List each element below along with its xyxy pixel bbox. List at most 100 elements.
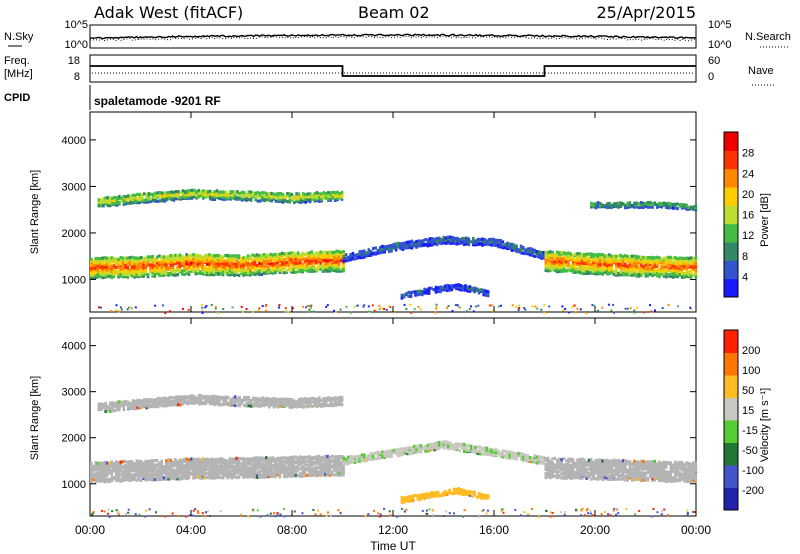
scatter-cell: [113, 408, 117, 413]
scatter-cell: [136, 197, 139, 201]
scatter-cell: [671, 275, 675, 279]
scatter-cell: [669, 202, 673, 206]
scatter-cell: [637, 261, 641, 265]
noise-cell: [654, 309, 656, 312]
scatter-cell: [544, 257, 548, 261]
scatter-cell: [251, 457, 254, 461]
scatter-cell: [219, 471, 223, 475]
scatter-cell: [208, 253, 211, 257]
scatter-cell: [485, 449, 489, 453]
scatter-cell: [401, 247, 405, 251]
scatter-cell: [330, 260, 334, 264]
scatter-cell: [160, 459, 163, 463]
scatter-cell: [277, 401, 280, 405]
scatter-cell: [303, 459, 307, 463]
scatter-cell: [599, 257, 602, 261]
scatter-cell: [218, 399, 221, 403]
scatter-cell: [233, 256, 236, 260]
scatter-cell: [126, 262, 129, 266]
scatter-cell: [474, 445, 477, 449]
scatter-cell: [230, 461, 234, 465]
scatter-cell: [110, 468, 114, 472]
scatter-cell: [181, 196, 185, 200]
scatter-cell: [372, 247, 375, 251]
scatter-cell: [555, 267, 559, 272]
scatter-cell: [335, 269, 338, 273]
scatter-cell: [136, 398, 139, 402]
scatter-cell: [122, 402, 126, 406]
scatter-cell: [287, 458, 291, 462]
scatter-cell: [451, 443, 455, 447]
scatter-cell: [133, 476, 136, 480]
scatter-cell: [137, 475, 141, 479]
scatter-cell: [565, 268, 568, 272]
scatter-cell: [442, 442, 446, 446]
noise-cell: [454, 304, 457, 307]
scatter-cell: [549, 269, 552, 273]
scatter-cell: [418, 495, 422, 499]
scatter-cell: [96, 264, 100, 268]
scatter-cell: [121, 478, 125, 482]
noise-cell: [597, 309, 599, 312]
scatter-cell: [142, 256, 145, 260]
scatter-cell: [299, 257, 302, 261]
scatter-cell: [655, 260, 659, 264]
scatter-cell: [280, 251, 284, 255]
scatter-cell: [385, 245, 389, 249]
scatter-cell: [149, 398, 153, 402]
scatter-cell: [452, 489, 456, 493]
scatter-cell: [312, 258, 316, 262]
scatter-cell: [219, 267, 223, 271]
scatter-cell: [628, 201, 632, 205]
scatter-cell: [285, 456, 288, 460]
scatter-cell: [258, 272, 261, 277]
scatter-cell: [231, 400, 235, 404]
scatter-cell: [437, 236, 441, 240]
scatter-cell: [178, 267, 182, 271]
scatter-cell: [160, 265, 163, 269]
scatter-cell: [305, 467, 309, 471]
scatter-cell: [322, 397, 326, 401]
scatter-cell: [240, 198, 244, 202]
scatter-cell: [281, 200, 285, 204]
scatter-cell: [168, 402, 171, 406]
scatter-cell: [662, 274, 666, 278]
scatter-cell: [390, 249, 393, 253]
scatter-cell: [328, 468, 332, 472]
scatter-cell: [459, 288, 463, 292]
scatter-cell: [117, 258, 120, 262]
scatter-cell: [271, 267, 275, 271]
scatter-cell: [302, 192, 305, 196]
scatter-cell: [128, 467, 132, 471]
scatter-cell: [180, 259, 184, 263]
scatter-cell: [115, 265, 118, 270]
scatter-cell: [365, 458, 368, 462]
scatter-cell: [199, 259, 202, 263]
scatter-cell: [338, 399, 342, 403]
scatter-cell: [292, 463, 295, 467]
scatter-cell: [90, 266, 93, 270]
scatter-cell: [546, 262, 550, 266]
scatter-cell: [633, 254, 636, 258]
scatter-cell: [510, 245, 514, 250]
noise-cell: [417, 306, 420, 308]
scatter-cell: [326, 264, 329, 268]
scatter-cell: [153, 467, 157, 471]
scatter-cell: [512, 243, 516, 247]
scatter-cell: [99, 198, 103, 202]
scatter-cell: [319, 258, 323, 262]
scatter-cell: [283, 404, 287, 408]
scatter-cell: [578, 265, 582, 269]
scatter-cell: [140, 462, 143, 466]
scatter-cell: [178, 255, 182, 259]
scatter-cell: [131, 407, 135, 411]
scatter-cell: [337, 473, 341, 477]
scatter-cell: [295, 400, 298, 404]
scatter-cell: [422, 446, 425, 450]
scatter-cell: [412, 244, 416, 248]
colorbar-swatch: [724, 150, 738, 170]
scatter-cell: [285, 269, 288, 273]
scatter-cell: [324, 457, 327, 461]
scatter-cell: [351, 460, 355, 464]
